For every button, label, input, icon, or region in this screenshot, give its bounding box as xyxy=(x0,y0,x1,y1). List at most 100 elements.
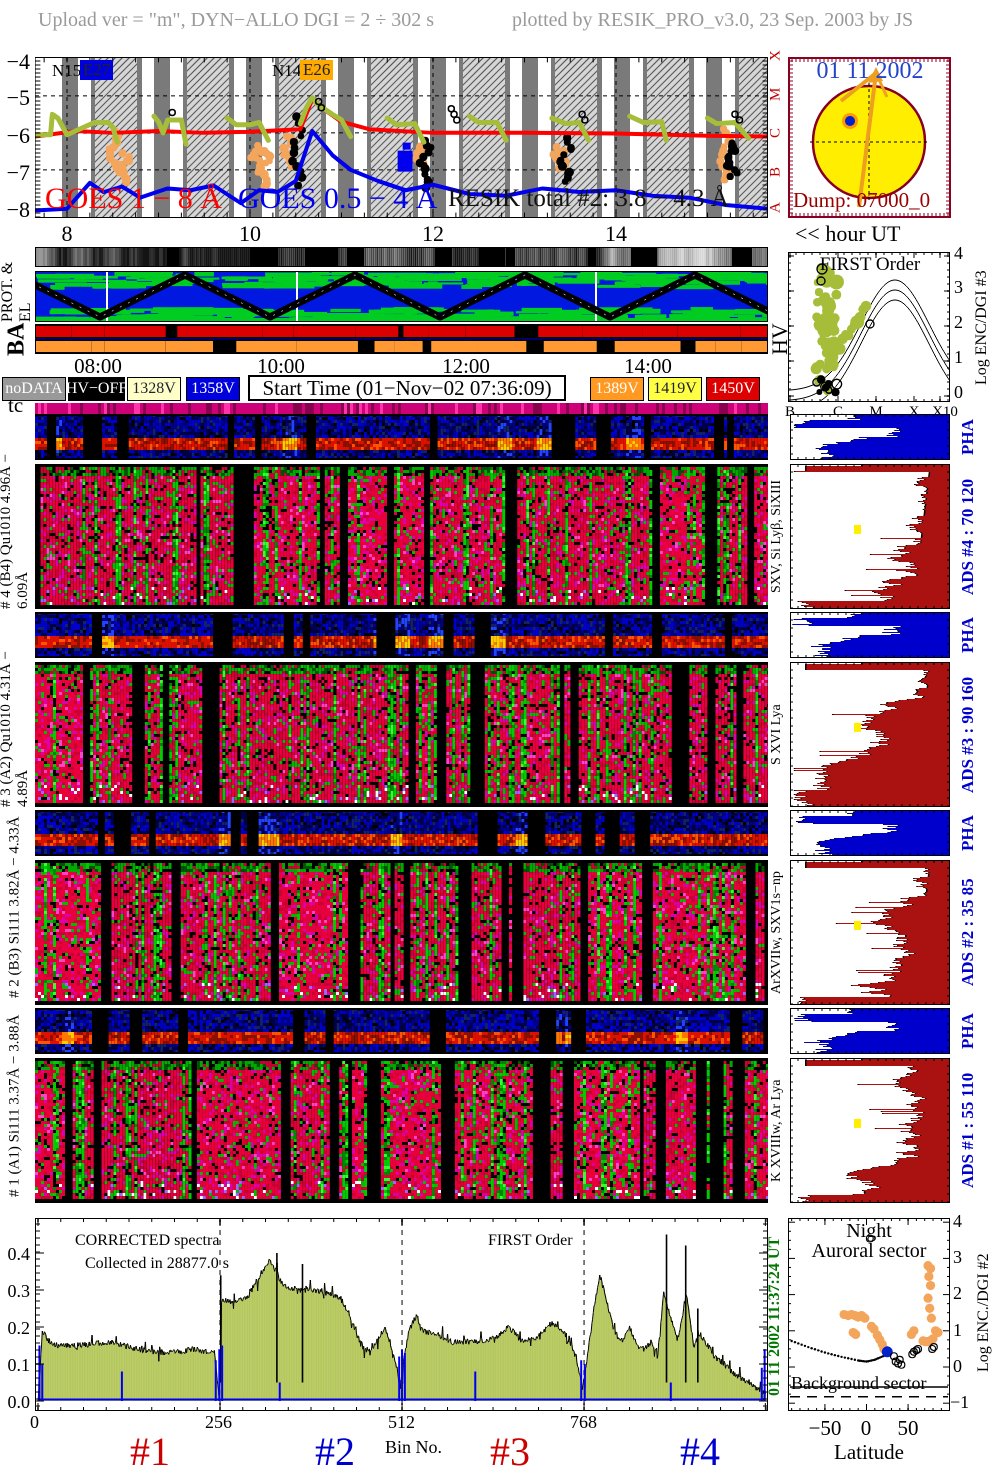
ads-axis-label: ADS #1 : 55 110 xyxy=(958,1072,977,1189)
tc-label: tc xyxy=(8,393,24,417)
spectra-order-label: FIRST Order xyxy=(488,1232,573,1249)
spec-xtick: 768 xyxy=(570,1412,597,1432)
segment-label-3: #3 xyxy=(490,1429,530,1474)
night-ytick: 3 xyxy=(953,1247,962,1267)
tc-strip xyxy=(35,403,768,414)
background-sector-label: Background sector xyxy=(791,1373,927,1393)
night-ytick: 1 xyxy=(953,1320,962,1340)
channel-line-label: SXV, Si Lyβ, SiXIII xyxy=(769,479,784,594)
spec-xlabel: Bin No. xyxy=(385,1437,443,1457)
channel-left-label: # 3 (A2) Qu1010 4.31Å − 4.89Å xyxy=(0,651,31,807)
spec-ytick: 0.1 xyxy=(7,1355,31,1375)
ads-histogram-ch1 xyxy=(790,1058,950,1203)
goes-ytick: −6 xyxy=(6,123,30,148)
goes-ytick: −8 xyxy=(6,197,30,222)
pha-histogram-ch1 xyxy=(790,1008,950,1054)
ads-histogram-ch2 xyxy=(790,860,950,1005)
pha-axis-label: PHA xyxy=(958,419,977,455)
legend-1358v: 1358V xyxy=(186,377,240,401)
first-order-title: FIRST Order xyxy=(819,254,921,275)
goes-class-letter: B xyxy=(767,167,784,178)
fo-ylabel: Log ENC/DGI #3 xyxy=(973,270,990,385)
time-label: 12:00 xyxy=(442,354,490,378)
night-xtick: 50 xyxy=(897,1416,919,1440)
header-right: plotted by RESIK_PRO_v3.0, 23 Sep. 2003 … xyxy=(512,9,914,31)
legend-1450v: 1450V xyxy=(706,377,760,401)
spec-xtick: 256 xyxy=(205,1412,232,1432)
pha-spectrogram-ch4 xyxy=(35,414,768,460)
fo-xtick: B xyxy=(784,404,795,420)
goes-blue-series-label: GOES 0.5 − 4 Å xyxy=(238,182,438,215)
night-xtick: 0 xyxy=(860,1416,872,1440)
ads-spectrogram-ch3 xyxy=(35,662,768,807)
goes-xtick: 12 xyxy=(422,221,444,246)
segment-label-1: #1 xyxy=(130,1429,170,1474)
auroral-sector-label: Auroral sector xyxy=(811,1240,927,1262)
goes-class-letter: X xyxy=(767,50,784,62)
fo-ytick: 2 xyxy=(954,312,963,332)
spec-xtick: 0 xyxy=(30,1412,39,1432)
pha-spectrogram-ch1 xyxy=(35,1008,768,1054)
spectra-title: CORRECTED spectra xyxy=(75,1232,220,1249)
active-region-n14: N14 xyxy=(272,61,302,80)
hv-label: HV xyxy=(767,323,792,355)
channel-line-label: ArXVIIw, SXV1s−np xyxy=(769,871,784,994)
corrected-spectra-plot xyxy=(35,1218,768,1411)
ads-histogram-ch3 xyxy=(790,662,950,807)
legend-hvoff: HV−OFF xyxy=(66,377,127,401)
goes-ytick: −5 xyxy=(6,85,30,110)
fo-xtick: X xyxy=(908,404,920,420)
pha-axis-label: PHA xyxy=(958,815,977,851)
spec-side-date: 01 11 2002 11:37:24 UT xyxy=(766,1236,783,1396)
goes-xtick: 8 xyxy=(61,221,73,246)
channel-line-label: K XVIIIw, Ar Lya xyxy=(769,1079,784,1182)
night-ytick: 0 xyxy=(953,1356,962,1376)
pha-spectrogram-ch3 xyxy=(35,612,768,658)
night-ytick: 4 xyxy=(953,1211,962,1231)
channel-left-label: # 4 (B4) Qu1010 4.96Å − 6.09Å xyxy=(0,453,31,609)
goes-class-letter: M xyxy=(767,87,784,101)
channel-left-label: # 2 (B3) Si111 3.82Å − 4.33Å xyxy=(6,816,23,999)
night-xtick: −50 xyxy=(808,1416,842,1440)
ba-label: BA xyxy=(3,322,30,356)
active-region-e26-badge: E26 xyxy=(300,60,334,80)
ads-axis-label: ADS #2 : 35 85 xyxy=(958,878,977,987)
time-label: 08:00 xyxy=(74,354,122,378)
fo-ytick: 0 xyxy=(954,382,963,402)
ba-status-bar xyxy=(35,324,768,354)
night-xlabel: Latitude xyxy=(834,1440,904,1464)
pha-histogram-ch4 xyxy=(790,414,950,460)
active-region-n15: N15 xyxy=(52,61,82,80)
segment-label-4: #4 xyxy=(680,1429,720,1474)
sun-dump-label: Dump: 07000_0 xyxy=(793,188,931,212)
time-label: 10:00 xyxy=(257,354,305,378)
goes-xtick: 10 xyxy=(239,221,261,246)
resik-total-label: RESIK total #2: 3.8 − 4.3 Å xyxy=(448,185,729,212)
legend-1389v: 1389V xyxy=(590,377,644,401)
night-ytick: −1 xyxy=(950,1392,970,1412)
goes-ytick: −7 xyxy=(6,160,30,185)
first-order-scatter xyxy=(788,252,950,402)
hour-ut-label: << hour UT xyxy=(795,221,901,246)
night-title: Night xyxy=(846,1220,892,1242)
fo-xtick: C xyxy=(832,404,843,420)
goes-red-series-label: GOES 1 − 8 Å xyxy=(45,182,222,215)
goes-xtick: 14 xyxy=(605,221,627,246)
pha-histogram-ch3 xyxy=(790,612,950,658)
legend-1328v: 1328V xyxy=(127,377,181,401)
spectra-subtitle: Collected in 28877.0 s xyxy=(85,1255,229,1272)
pha-axis-label: PHA xyxy=(958,1013,977,1049)
orbit-position-bar xyxy=(35,271,768,322)
night-ylabel: Log ENC./DGI #2 xyxy=(975,1253,992,1372)
night-ytick: 2 xyxy=(953,1283,962,1303)
sun-date: 01 11 2002 xyxy=(816,58,924,84)
spec-ytick: 0.2 xyxy=(7,1318,31,1338)
ads-spectrogram-ch1 xyxy=(35,1058,768,1203)
legend-1419v: 1419V xyxy=(648,377,702,401)
ads-axis-label: ADS #4 : 70 120 xyxy=(958,478,977,595)
spec-xtick: 512 xyxy=(388,1412,415,1432)
ads-axis-label: ADS #3 : 90 160 xyxy=(958,676,977,793)
time-label: 14:00 xyxy=(624,354,672,378)
night-sector-scatter xyxy=(788,1218,950,1411)
spec-ytick: 0.3 xyxy=(7,1281,31,1301)
